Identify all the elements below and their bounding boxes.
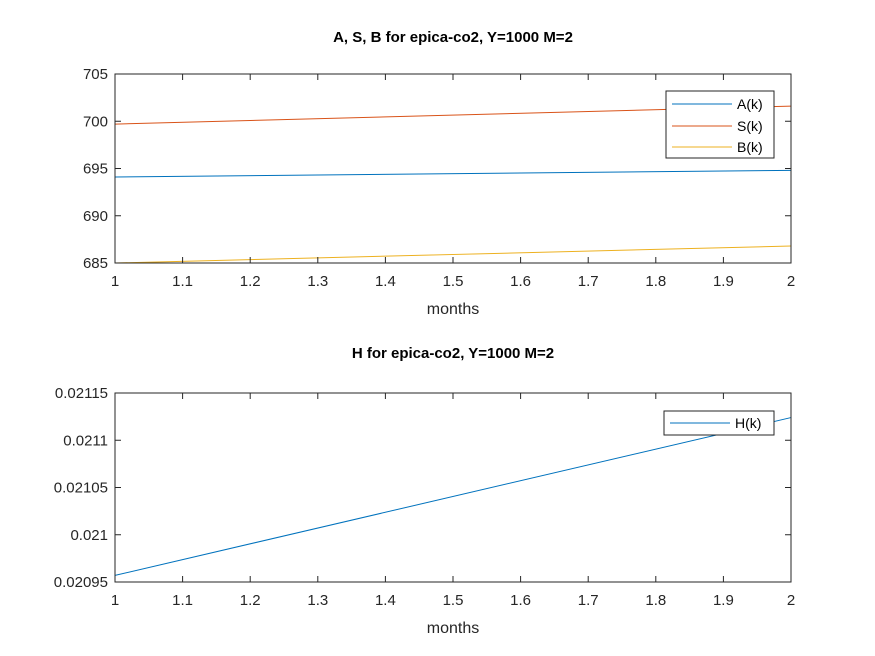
y-tick-label: 695 xyxy=(83,161,108,178)
x-tick-label: 1 xyxy=(111,592,119,609)
x-tick-label: 1.2 xyxy=(240,273,261,290)
y-tick-label: 0.02105 xyxy=(54,480,108,497)
x-tick-label: 1 xyxy=(111,273,119,290)
y-axis-ticks: 685 690 695 700 705 xyxy=(83,66,791,272)
x-tick-label: 1.9 xyxy=(713,592,734,609)
chart-title: H for epica-co2, Y=1000 M=2 xyxy=(352,345,554,362)
chart-title: A, S, B for epica-co2, Y=1000 M=2 xyxy=(333,29,573,46)
x-tick-label: 1.6 xyxy=(510,592,531,609)
x-tick-label: 1.3 xyxy=(307,592,328,609)
x-tick-label: 1.5 xyxy=(443,592,464,609)
x-tick-label: 2 xyxy=(787,592,795,609)
x-axis-label: months xyxy=(427,301,479,318)
x-axis-ticks: 1 1.1 1.2 1.3 1.4 1.5 1.6 1.7 1.8 1.9 2 xyxy=(111,393,795,609)
y-tick-label: 0.021 xyxy=(70,527,108,544)
x-tick-label: 1.6 xyxy=(510,273,531,290)
legend[interactable]: A(k) S(k) B(k) xyxy=(665,90,775,159)
x-tick-label: 1.8 xyxy=(645,592,666,609)
x-tick-label: 1.8 xyxy=(645,273,666,290)
x-axis-label: months xyxy=(427,620,479,637)
y-tick-label: 0.02095 xyxy=(54,574,108,591)
x-tick-label: 1.1 xyxy=(172,592,193,609)
legend[interactable]: H(k) xyxy=(663,410,775,436)
series-line-bk xyxy=(114,245,792,264)
x-tick-label: 1.4 xyxy=(375,273,396,290)
subplot-top: A, S, B for epica-co2, Y=1000 M=2 1 1.1 1.… xyxy=(83,29,795,318)
x-tick-label: 1.3 xyxy=(307,273,328,290)
legend-label-a: A(k) xyxy=(737,96,763,112)
series-layer xyxy=(114,417,792,576)
x-tick-label: 1.9 xyxy=(713,273,734,290)
x-tick-label: 1.5 xyxy=(443,273,464,290)
legend-label-b: B(k) xyxy=(737,139,763,155)
y-tick-label: 0.02115 xyxy=(55,385,108,402)
x-tick-label: 1.4 xyxy=(375,592,396,609)
y-tick-label: 705 xyxy=(83,66,108,83)
legend-label-h: H(k) xyxy=(735,415,761,431)
x-tick-label: 1.7 xyxy=(578,273,599,290)
x-tick-label: 1.7 xyxy=(578,592,599,609)
subplot-bottom: H for epica-co2, Y=1000 M=2 1 1.1 1.2 1.3 1.… xyxy=(54,345,795,637)
x-tick-label: 1.1 xyxy=(172,273,193,290)
series-line-hk xyxy=(114,417,792,576)
x-axis-ticks: 1 1.1 1.2 1.3 1.4 1.5 1.6 1.7 1.8 1.9 2 xyxy=(111,74,795,290)
x-tick-label: 1.2 xyxy=(240,592,261,609)
y-tick-label: 685 xyxy=(83,255,108,272)
y-tick-label: 690 xyxy=(83,208,108,225)
legend-label-s: S(k) xyxy=(737,118,763,134)
y-axis-ticks: 0.02095 0.021 0.02105 0.0211 0.02115 xyxy=(54,385,791,591)
y-tick-label: 0.0211 xyxy=(63,432,108,449)
x-tick-label: 2 xyxy=(787,273,795,290)
series-line-ak xyxy=(114,169,792,178)
y-tick-label: 700 xyxy=(83,113,108,130)
